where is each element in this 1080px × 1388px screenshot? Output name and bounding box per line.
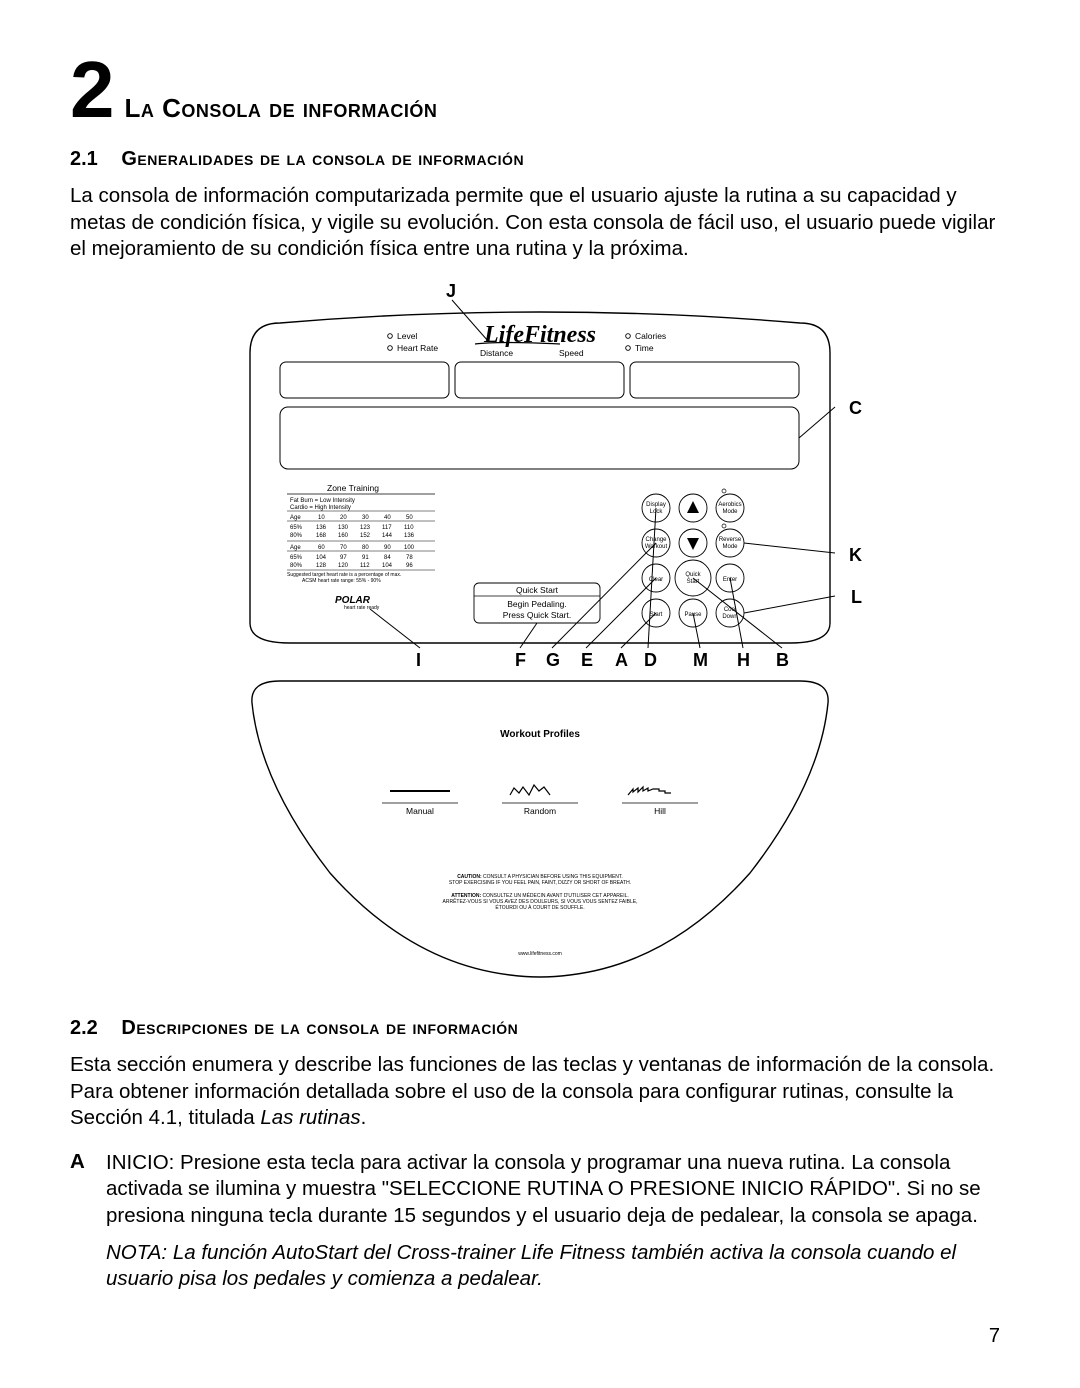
- svg-text:91: 91: [362, 555, 369, 561]
- svg-text:Press Quick Start.: Press Quick Start.: [503, 610, 572, 620]
- svg-text:Workout: Workout: [645, 544, 668, 550]
- svg-text:112: 112: [360, 563, 370, 569]
- section-title: Descripciones de la consola de informaci…: [121, 1017, 518, 1039]
- svg-text:Change: Change: [645, 537, 667, 543]
- svg-text:Speed: Speed: [559, 348, 584, 358]
- svg-text:Manual: Manual: [406, 806, 434, 816]
- svg-text:Calories: Calories: [635, 331, 666, 341]
- svg-text:Clear: Clear: [649, 577, 663, 583]
- svg-text:www.lifefitness.com: www.lifefitness.com: [518, 951, 562, 957]
- svg-text:Cardio = High Intensity: Cardio = High Intensity: [290, 505, 351, 511]
- svg-text:Aerobics: Aerobics: [718, 502, 741, 508]
- svg-text:Distance: Distance: [480, 348, 513, 358]
- svg-text:120: 120: [338, 563, 349, 569]
- section-num: 2.2: [70, 1017, 98, 1039]
- svg-text:144: 144: [382, 533, 393, 539]
- page-number: 7: [989, 1325, 1000, 1348]
- svg-text:136: 136: [316, 525, 327, 531]
- svg-text:70: 70: [340, 545, 347, 551]
- svg-text:78: 78: [406, 555, 413, 561]
- svg-text:Quick Start: Quick Start: [516, 585, 559, 595]
- svg-text:ARRÊTEZ-VOUS SI VOUS AVEZ DES: ARRÊTEZ-VOUS SI VOUS AVEZ DES DOULEURS, …: [443, 897, 638, 905]
- svg-text:90: 90: [384, 545, 391, 551]
- section-2-2-heading: 2.2 Descripciones de la consola de infor…: [70, 1017, 1010, 1040]
- callout-c: C: [849, 398, 862, 419]
- console-svg: LifeFitness Level Heart Rate Distance Sp…: [230, 283, 850, 983]
- section-title: Generalidades de la consola de informaci…: [121, 148, 524, 170]
- svg-text:104: 104: [316, 555, 327, 561]
- list-item-a: A INICIO: Presione esta tecla para activ…: [70, 1150, 1010, 1293]
- section-num: 2.1: [70, 148, 98, 170]
- svg-text:Fat Burn = Low Intensity: Fat Burn = Low Intensity: [290, 498, 355, 504]
- svg-text:Quick: Quick: [685, 572, 701, 578]
- callout-k: K: [849, 545, 862, 566]
- svg-text:65%: 65%: [290, 555, 303, 561]
- svg-text:96: 96: [406, 563, 413, 569]
- svg-text:84: 84: [384, 555, 391, 561]
- console-figure: J C K L I F G E A D M H B LifeFitness Le…: [230, 283, 850, 983]
- svg-text:117: 117: [382, 525, 392, 531]
- svg-text:123: 123: [360, 525, 371, 531]
- callout-l: L: [851, 587, 862, 608]
- svg-text:Lock: Lock: [650, 509, 664, 515]
- svg-text:Display: Display: [646, 502, 666, 508]
- svg-text:Down: Down: [722, 614, 737, 620]
- svg-text:152: 152: [360, 533, 371, 539]
- body-span: Esta sección enumera y describe las func…: [70, 1053, 994, 1129]
- chapter-heading: 2 La Consola de información: [70, 50, 1010, 130]
- svg-text:168: 168: [316, 533, 327, 539]
- svg-text:80: 80: [362, 545, 369, 551]
- svg-text:ACSM heart rate range: 55% - 9: ACSM heart rate range: 55% - 90%: [302, 578, 381, 584]
- section-2-2-body: Esta sección enumera y describe las func…: [70, 1052, 1010, 1132]
- svg-text:Reverse: Reverse: [719, 537, 742, 543]
- svg-text:80%: 80%: [290, 533, 303, 539]
- svg-text:110: 110: [404, 525, 414, 531]
- svg-text:97: 97: [340, 555, 347, 561]
- svg-text:100: 100: [404, 545, 415, 551]
- section-2-1-heading: 2.1 Generalidades de la consola de infor…: [70, 148, 1010, 171]
- svg-text:Random: Random: [524, 806, 556, 816]
- list-letter: A: [70, 1150, 92, 1293]
- svg-text:Heart Rate: Heart Rate: [397, 343, 438, 353]
- svg-text:Mode: Mode: [722, 509, 738, 515]
- svg-text:160: 160: [338, 533, 349, 539]
- item-a-note: NOTA: La función AutoStart del Cross-tra…: [106, 1240, 1010, 1293]
- svg-text:104: 104: [382, 563, 393, 569]
- svg-text:Hill: Hill: [654, 806, 666, 816]
- svg-text:Age: Age: [290, 515, 301, 521]
- svg-text:10: 10: [318, 515, 325, 521]
- svg-text:Zone Training: Zone Training: [327, 483, 379, 493]
- svg-text:Age: Age: [290, 545, 301, 551]
- svg-text:heart rate ready: heart rate ready: [344, 605, 380, 611]
- item-a-body: INICIO: Presione esta tecla para activar…: [106, 1150, 1010, 1230]
- svg-text:Workout Profiles: Workout Profiles: [500, 729, 580, 740]
- svg-text:Level: Level: [397, 331, 417, 341]
- svg-text:60: 60: [318, 545, 325, 551]
- chapter-title: La Consola de información: [125, 93, 438, 124]
- svg-text:Begin Pedaling.: Begin Pedaling.: [507, 599, 567, 609]
- chapter-number: 2: [70, 50, 115, 130]
- svg-text:ATTENTION: CONSULTEZ UN MÉDECI: ATTENTION: CONSULTEZ UN MÉDECIN AVANT D'…: [451, 892, 629, 899]
- svg-text:50: 50: [406, 515, 413, 521]
- svg-text:30: 30: [362, 515, 369, 521]
- svg-text:ÉTOURDI OU À COURT DE SOUFFLE.: ÉTOURDI OU À COURT DE SOUFFLE.: [495, 904, 584, 911]
- svg-text:40: 40: [384, 515, 391, 521]
- svg-text:130: 130: [338, 525, 349, 531]
- body-ital: Las rutinas: [260, 1106, 360, 1129]
- svg-text:LifeFitness: LifeFitness: [483, 322, 596, 348]
- section-2-1-body: La consola de información computarizada …: [70, 183, 1010, 263]
- svg-text:80%: 80%: [290, 563, 303, 569]
- svg-text:65%: 65%: [290, 525, 303, 531]
- svg-text:136: 136: [404, 533, 415, 539]
- svg-text:Mode: Mode: [722, 544, 738, 550]
- svg-text:128: 128: [316, 563, 327, 569]
- svg-text:STOP EXERCISING IF YOU FEEL PA: STOP EXERCISING IF YOU FEEL PAIN, FAINT,…: [449, 880, 631, 886]
- svg-text:20: 20: [340, 515, 347, 521]
- svg-text:Time: Time: [635, 343, 654, 353]
- body-end: .: [361, 1106, 367, 1129]
